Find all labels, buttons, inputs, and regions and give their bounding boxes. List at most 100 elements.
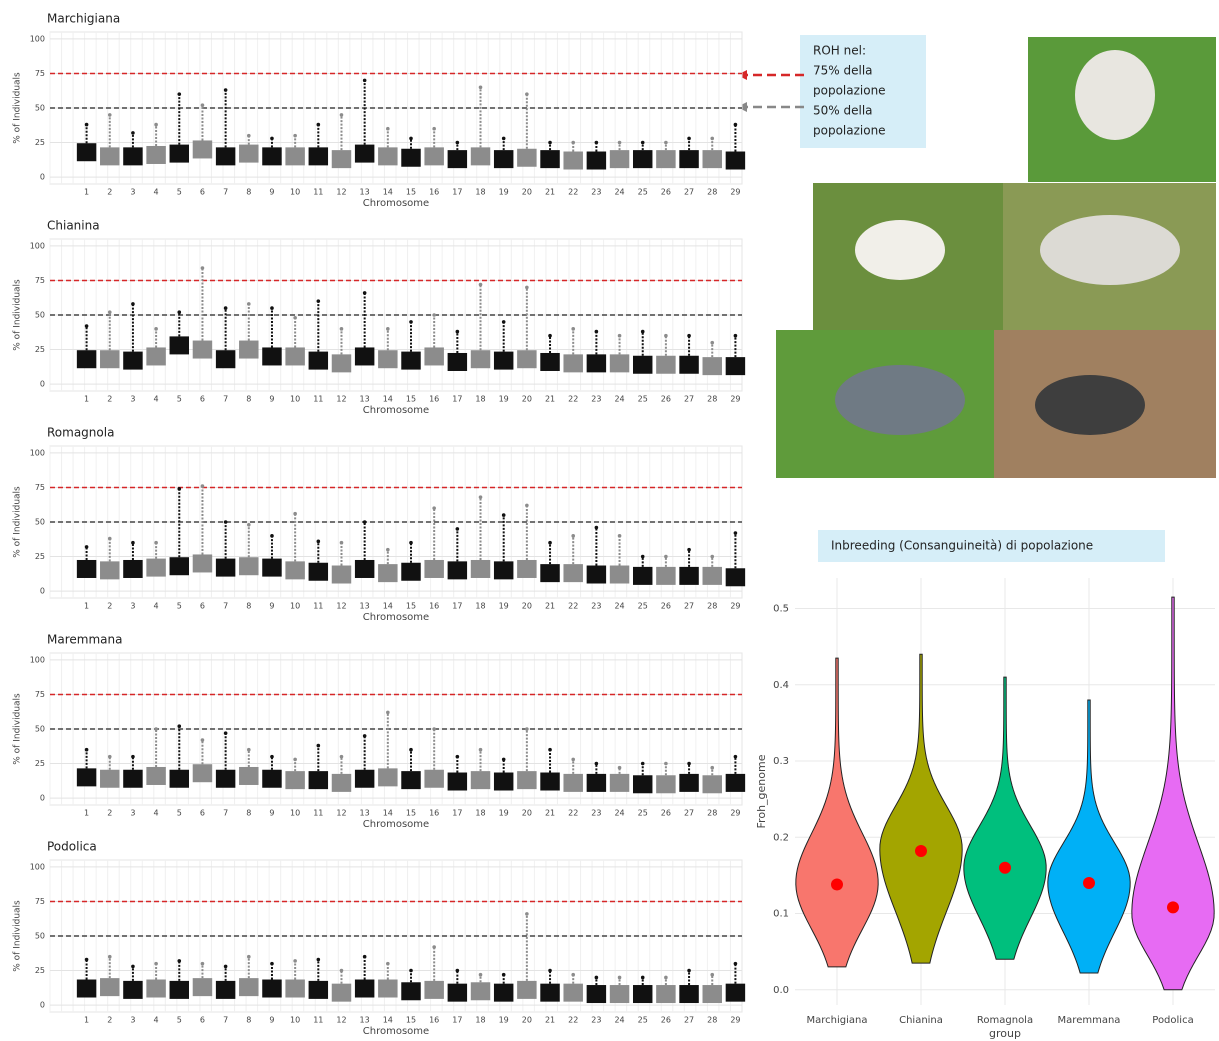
annotation-text: ROH nel: — [813, 44, 866, 58]
roh-band — [215, 350, 236, 369]
roh-peak — [154, 540, 158, 545]
roh-band — [239, 340, 259, 359]
x-tick-label: 6 — [200, 602, 205, 611]
x-tick-label: 13 — [360, 602, 370, 611]
x-tick-label: 11 — [313, 1016, 323, 1025]
roh-band — [470, 771, 491, 790]
roh-band — [123, 147, 143, 166]
roh-peak — [270, 306, 274, 310]
y-axis-label: % of Individuals — [13, 279, 23, 351]
roh-peak — [548, 540, 552, 545]
x-tick-label: 28 — [707, 1016, 717, 1025]
x-tick-label: 2 — [107, 809, 112, 818]
roh-band — [100, 769, 120, 788]
roh-band — [517, 559, 537, 578]
x-tick-label: 15 — [406, 1016, 416, 1025]
roh-band — [169, 980, 190, 999]
x-axis-label: Chromosome — [363, 405, 429, 416]
roh-peak — [154, 327, 158, 331]
roh-band — [725, 151, 746, 170]
annotation-box — [800, 35, 926, 148]
x-tick-label: 27 — [684, 188, 694, 197]
roh-peak — [246, 747, 251, 752]
roh-band — [470, 350, 491, 369]
x-tick-label: 29 — [730, 602, 740, 611]
roh-peak — [270, 136, 274, 141]
roh-band — [447, 150, 468, 169]
roh-band — [656, 566, 676, 585]
roh-band — [146, 766, 166, 785]
x-tick-label: 5 — [177, 602, 182, 611]
x-tick-label: 7 — [223, 809, 228, 818]
roh-band — [76, 559, 97, 578]
roh-peak — [246, 302, 251, 306]
roh-band — [239, 978, 259, 997]
roh-band — [192, 978, 213, 997]
roh-peak — [316, 957, 321, 962]
roh-peak — [223, 731, 228, 735]
roh-band — [354, 347, 375, 366]
roh-band — [285, 771, 305, 790]
roh-band — [517, 350, 537, 369]
roh-band — [493, 983, 514, 1002]
x-tick-label: 13 — [360, 395, 370, 404]
roh-band — [679, 773, 699, 792]
roh-peak — [84, 122, 89, 127]
roh-peak — [107, 310, 112, 315]
roh-band — [586, 151, 607, 170]
roh-peak — [525, 503, 529, 508]
roh-peak — [339, 968, 344, 973]
roh-peak — [640, 761, 645, 766]
y-tick-label: 50 — [35, 311, 45, 320]
x-tick-label: 11 — [313, 395, 323, 404]
x-tick-label: 2 — [107, 395, 112, 404]
x-axis-label: Chromosome — [363, 819, 429, 830]
x-tick-label: 25 — [638, 188, 648, 197]
roh-peak — [501, 513, 506, 517]
chart-title: Inbreeding (Consanguineità) di popolazio… — [831, 539, 1093, 553]
roh-band — [493, 561, 514, 580]
roh-band — [308, 351, 329, 370]
roh-peak — [177, 487, 182, 491]
x-tick-label: 5 — [177, 1016, 182, 1025]
roh-peak — [432, 126, 436, 131]
roh-band — [331, 150, 352, 169]
x-tick-label: 22 — [568, 602, 578, 611]
roh-peak — [733, 961, 738, 966]
roh-band — [725, 568, 746, 587]
roh-peak — [501, 320, 506, 324]
roh-band — [192, 554, 213, 573]
roh-band — [424, 980, 444, 999]
roh-peak — [571, 327, 576, 331]
roh-peak — [154, 727, 158, 731]
violin — [879, 653, 963, 964]
x-tick-label: 1 — [84, 188, 89, 197]
roh-peak — [733, 122, 738, 127]
roh-peak — [455, 968, 460, 973]
x-tick-label: 20 — [522, 188, 532, 197]
roh-peak — [478, 85, 483, 90]
x-tick-label: 25 — [638, 602, 648, 611]
roh-band — [632, 566, 653, 585]
x-tick-label: 13 — [360, 809, 370, 818]
x-tick-label: 24 — [614, 809, 624, 818]
roh-band — [702, 985, 722, 1004]
roh-band — [401, 982, 421, 1001]
x-tick-label: 18 — [475, 809, 485, 818]
roh-band — [563, 773, 583, 792]
roh-band — [262, 979, 282, 998]
roh-peak — [246, 954, 251, 959]
roh-peak — [386, 126, 390, 131]
roh-band — [285, 561, 305, 580]
roh-band — [447, 561, 468, 580]
x-tick-label: 22 — [568, 188, 578, 197]
roh-band — [378, 768, 398, 787]
roh-peak — [270, 534, 274, 538]
x-tick-label: 17 — [452, 1016, 462, 1025]
roh-peak — [84, 747, 89, 752]
roh-band — [378, 979, 398, 998]
roh-peak — [617, 765, 622, 770]
roh-peak — [131, 131, 135, 135]
x-tick-label: 27 — [684, 1016, 694, 1025]
